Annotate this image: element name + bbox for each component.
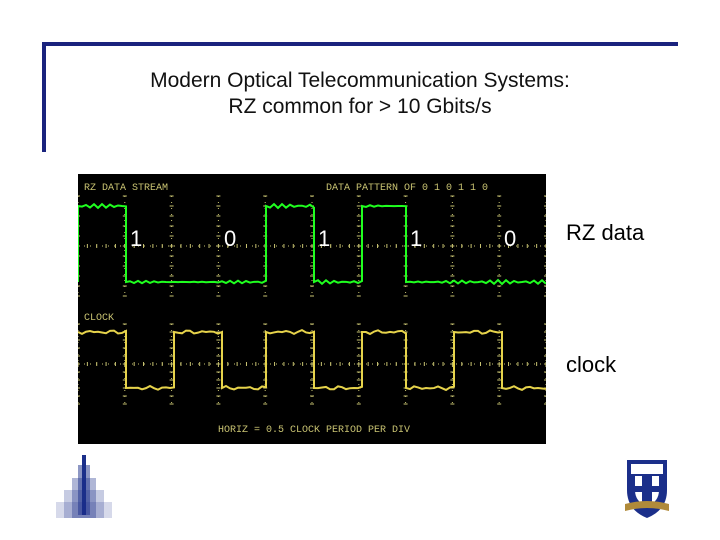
shield-logo-icon	[622, 456, 672, 521]
scope-svg: RZ DATA STREAM DATA PATTERN OF 0 1 0 1 1 …	[78, 174, 546, 444]
bit-label-4: 0	[504, 226, 516, 252]
bit-label-0: 1	[130, 226, 142, 252]
top-rule	[42, 42, 678, 46]
svg-text:RZ DATA STREAM: RZ DATA STREAM	[84, 183, 168, 194]
svg-text:HORIZ = 0.5 CLOCK PERIOD PER D: HORIZ = 0.5 CLOCK PERIOD PER DIV	[218, 425, 410, 436]
bit-label-2: 1	[318, 226, 330, 252]
fractal-logo-icon	[54, 450, 114, 520]
bit-label-3: 1	[410, 226, 422, 252]
left-rule	[42, 42, 46, 152]
label-clock: clock	[566, 352, 616, 378]
title-line-2: RZ common for > 10 Gbits/s	[120, 94, 600, 120]
title-line-1: Modern Optical Telecommunication Systems…	[120, 68, 600, 94]
oscilloscope: RZ DATA STREAM DATA PATTERN OF 0 1 0 1 1 …	[78, 174, 546, 444]
slide-title: Modern Optical Telecommunication Systems…	[120, 68, 600, 120]
svg-text:CLOCK: CLOCK	[84, 313, 114, 324]
bit-label-1: 0	[224, 226, 236, 252]
label-rz-data: RZ data	[566, 220, 644, 246]
svg-text:DATA PATTERN OF 0 1 0 1 1 0: DATA PATTERN OF 0 1 0 1 1 0	[326, 183, 488, 194]
